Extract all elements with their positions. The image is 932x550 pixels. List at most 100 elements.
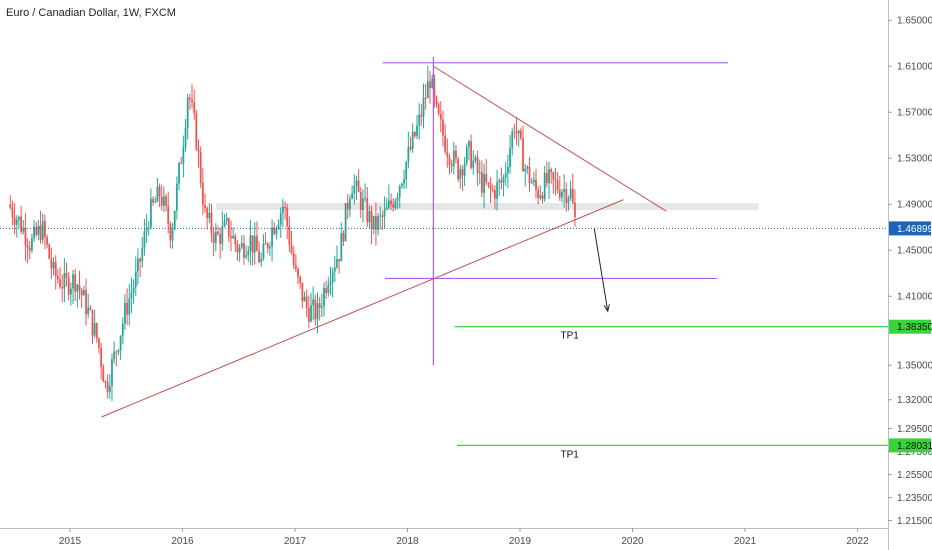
candle-body (217, 231, 219, 235)
candle-body (117, 350, 120, 352)
candle-body (134, 271, 137, 288)
candle-body (253, 235, 256, 253)
candle-body (481, 172, 483, 193)
candle-body (433, 78, 436, 98)
candle-body (128, 298, 131, 315)
candle-body (201, 182, 204, 206)
candle-body (392, 204, 395, 208)
candle-body (89, 307, 92, 310)
candle-body (288, 226, 291, 245)
candle-body (522, 138, 524, 172)
candle-body (262, 243, 265, 259)
candle-body (63, 272, 66, 289)
candle-body (396, 197, 399, 202)
candle-body (498, 180, 501, 183)
candle-body (545, 173, 548, 184)
candle-body (394, 201, 397, 208)
candle-body (126, 302, 129, 315)
candle-body (504, 173, 507, 178)
y-tick-label: 1.23500 (897, 493, 932, 504)
candle-body (429, 81, 431, 88)
candle-body (537, 189, 540, 199)
candle-body (513, 131, 516, 133)
candle-body (206, 208, 209, 219)
arrow-head-icon (603, 304, 610, 313)
candle-body (44, 221, 46, 238)
candle-body (340, 232, 343, 262)
trendline-2[interactable] (433, 65, 667, 212)
candle-body (145, 228, 148, 232)
candle-body (152, 198, 154, 203)
candle-body (212, 233, 215, 243)
candle-body (290, 244, 293, 254)
candle-body (20, 216, 23, 232)
candle-body (175, 183, 178, 211)
candle-body (491, 189, 494, 191)
candle-body (565, 189, 568, 203)
candle-body (411, 131, 414, 149)
candle-body (558, 189, 561, 198)
candle-body (9, 204, 12, 208)
projection-arrow[interactable] (593, 228, 609, 312)
candle-body (413, 131, 416, 137)
candle-body (383, 209, 386, 217)
candle-body (13, 217, 16, 225)
candle-body (137, 258, 139, 272)
candle-body (104, 381, 107, 383)
candle-body (240, 243, 243, 248)
candle-body (563, 189, 566, 193)
candle-body (236, 244, 239, 253)
candle-body (571, 188, 574, 203)
candle-body (204, 205, 206, 209)
candle-body (468, 141, 470, 148)
candle-body (245, 255, 248, 258)
candle-body (325, 287, 328, 293)
candle-body (100, 347, 103, 367)
y-tick-label: 1.53000 (897, 154, 932, 165)
candle-body (342, 232, 345, 242)
candle-body (554, 179, 557, 181)
candle-body (297, 268, 299, 277)
candle-body (11, 207, 14, 218)
candle-body (18, 216, 20, 220)
candle-body (277, 224, 280, 229)
candle-body (225, 218, 228, 222)
candle-body (26, 245, 29, 248)
candle-body (303, 296, 306, 302)
candle-body (444, 135, 447, 152)
y-tick-label: 1.35000 (897, 361, 932, 372)
candle-body (494, 190, 496, 199)
candle-body (74, 274, 77, 292)
trendline-1[interactable] (101, 199, 624, 418)
candle-body (548, 169, 550, 184)
candle-body (459, 169, 462, 180)
candle-body (292, 253, 295, 266)
candle-body (442, 119, 444, 136)
candle-body (351, 193, 354, 199)
candle-body (370, 210, 373, 230)
candle-body (78, 284, 81, 291)
candle-body (169, 224, 172, 241)
candle-body (316, 303, 319, 320)
y-tick-label: 1.29500 (897, 424, 932, 435)
candle-body (435, 97, 438, 105)
candle-body (470, 141, 473, 168)
candle-body (515, 132, 518, 134)
candle-body (59, 279, 61, 287)
candle-body (243, 243, 245, 258)
candle-body (279, 212, 282, 225)
candle-body (323, 287, 325, 307)
candle-body (132, 287, 135, 293)
candle-body (121, 323, 124, 336)
candle-body (535, 179, 537, 190)
candle-body (119, 335, 122, 351)
candle-body (318, 303, 321, 308)
candle-body (180, 163, 183, 165)
candle-body (381, 215, 384, 217)
price-axis[interactable] (888, 0, 932, 550)
candle-body (439, 113, 442, 120)
candle-body (191, 99, 193, 103)
candle-body (569, 188, 572, 198)
candle-body (465, 147, 468, 164)
